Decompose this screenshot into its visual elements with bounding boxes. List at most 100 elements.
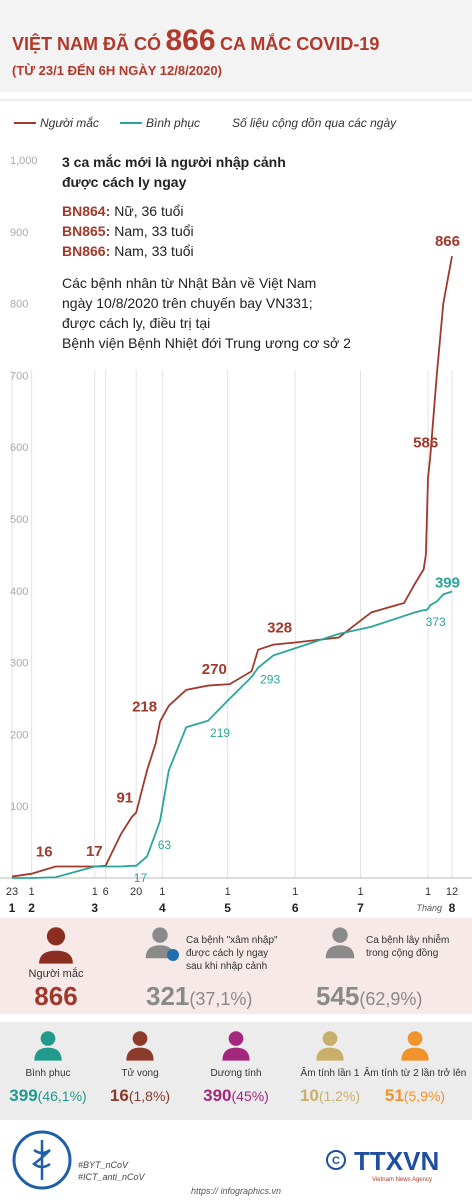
person-icon (126, 1047, 154, 1061)
x-tick-label: 1 (225, 886, 231, 898)
outcome-value: 390 (203, 1086, 231, 1105)
month-label: 8 (449, 901, 456, 915)
data-label: 270 (202, 661, 227, 678)
annotation-case: BN864: Nữ, 36 tuổi (62, 203, 184, 219)
summary-pct: (62,9%) (359, 989, 422, 1009)
series-line (12, 590, 453, 879)
person-icon (34, 1047, 62, 1061)
person-icon (228, 1031, 244, 1046)
data-label: 399 (435, 575, 460, 592)
month-word: Tháng (416, 903, 442, 913)
x-tick-label: 6 (103, 886, 109, 898)
data-label: 218 (132, 698, 157, 715)
person-icon (407, 1031, 423, 1046)
y-tick-label: 300 (10, 658, 28, 670)
outcome-value: 16 (110, 1086, 129, 1105)
outcome-pct: (1,2%) (319, 1088, 360, 1104)
person-icon (401, 1047, 429, 1061)
x-tick-label: 1 (29, 886, 35, 898)
title-pre: VIỆT NAM ĐÃ CÓ (12, 33, 161, 54)
summary-value: 866 (34, 981, 77, 1011)
month-label: 3 (91, 901, 98, 915)
case-id: BN866: (62, 243, 110, 259)
annotation-body: ngày 10/8/2020 trên chuyến bay VN331; (62, 295, 313, 311)
month-label: 2 (28, 901, 35, 915)
outcome-figure: 399(46,1%) (9, 1086, 86, 1105)
agency-en: Vietnam News Agency (372, 1177, 432, 1183)
x-tick-label: 1 (292, 886, 298, 898)
month-label: 6 (292, 901, 299, 915)
outcome-label: Bình phục (25, 1068, 70, 1079)
title-number: 866 (165, 24, 215, 57)
data-label: 17 (86, 843, 103, 860)
data-label: 293 (260, 673, 280, 687)
x-tick-label: 12 (446, 886, 458, 898)
month-label: 7 (357, 901, 364, 915)
y-tick-label: 800 (10, 299, 28, 311)
x-tick-label: 1 (159, 886, 165, 898)
summary-bg (0, 918, 472, 1014)
outcome-figure: 10(1,2%) (300, 1086, 360, 1105)
data-label: 328 (267, 619, 292, 636)
summary-figure: 321(37,1%) (146, 981, 252, 1011)
copyright-c: C (332, 1155, 340, 1167)
outcome-pct: (5,9%) (404, 1088, 445, 1104)
data-label: 219 (210, 726, 230, 740)
month-label: 4 (159, 901, 166, 915)
url: https:// infographics.vn (191, 1186, 281, 1196)
y-tick-label: 100 (10, 801, 28, 813)
title: VIỆT NAM ĐÃ CÓ 866 CA MẮC COVID-19 (12, 24, 379, 57)
data-label: 63 (158, 838, 172, 852)
person-icon (332, 927, 348, 943)
annotation-body: Bệnh viện Bệnh Nhiệt đới Trung ương cơ s… (62, 335, 351, 351)
person-icon (222, 1047, 250, 1061)
data-label: 17 (134, 871, 148, 885)
logo-mark (31, 1140, 51, 1180)
y-tick-label: 600 (10, 442, 28, 454)
person-icon (325, 945, 355, 959)
outcome-value: 51 (385, 1086, 404, 1105)
y-tick-label: 1,000 (10, 155, 38, 167)
annotation-body: Các bệnh nhân từ Nhật Bản về Việt Nam (62, 275, 316, 291)
data-label: 91 (116, 790, 133, 807)
case-info: Nữ, 36 tuổi (114, 203, 183, 219)
summary-label: trong cộng đồng (366, 947, 438, 959)
case-id: BN865: (62, 223, 110, 239)
annotation-case: BN866: Nam, 33 tuổi (62, 243, 194, 259)
x-tick-label: 20 (130, 886, 142, 898)
month-label: 1 (9, 901, 16, 915)
month-label: 5 (224, 901, 231, 915)
outcome-label: Dương tính (210, 1068, 261, 1079)
y-tick-label: 500 (10, 514, 28, 526)
person-icon (39, 950, 73, 964)
summary-value: 545 (316, 981, 359, 1011)
y-tick-label: 700 (10, 370, 28, 382)
person-icon (152, 927, 168, 943)
summary-label: sau khi nhập cảnh (186, 961, 267, 972)
annotation-heading: 3 ca mắc mới là người nhập cảnh (62, 153, 286, 170)
annotation-heading: được cách ly ngay (62, 174, 187, 190)
chart-note: Số liệu cộng dồn qua các ngày (232, 116, 397, 130)
series-line (11, 256, 453, 878)
person-icon (46, 927, 66, 946)
person-icon (132, 1031, 148, 1046)
summary-label: Ca bệnh "xâm nhập" (186, 935, 278, 946)
person-icon (322, 1031, 338, 1046)
y-tick-label: 900 (10, 227, 28, 239)
data-label: 866 (435, 233, 460, 250)
outcome-label: Âm tính từ 2 lần trở lên (364, 1066, 467, 1079)
summary-pct: (37,1%) (189, 989, 252, 1009)
y-tick-label: 200 (10, 729, 28, 741)
outcome-pct: (46,1%) (38, 1088, 87, 1104)
case-info: Nam, 33 tuổi (114, 243, 193, 259)
data-label: 373 (426, 615, 446, 629)
annotation-case: BN865: Nam, 33 tuổi (62, 223, 194, 239)
data-label: 586 (413, 434, 438, 451)
summary-label: Người mắc (29, 967, 84, 980)
case-id: BN864: (62, 203, 110, 219)
outcome-pct: (1,8%) (129, 1088, 170, 1104)
outcome-value: 399 (9, 1086, 37, 1105)
